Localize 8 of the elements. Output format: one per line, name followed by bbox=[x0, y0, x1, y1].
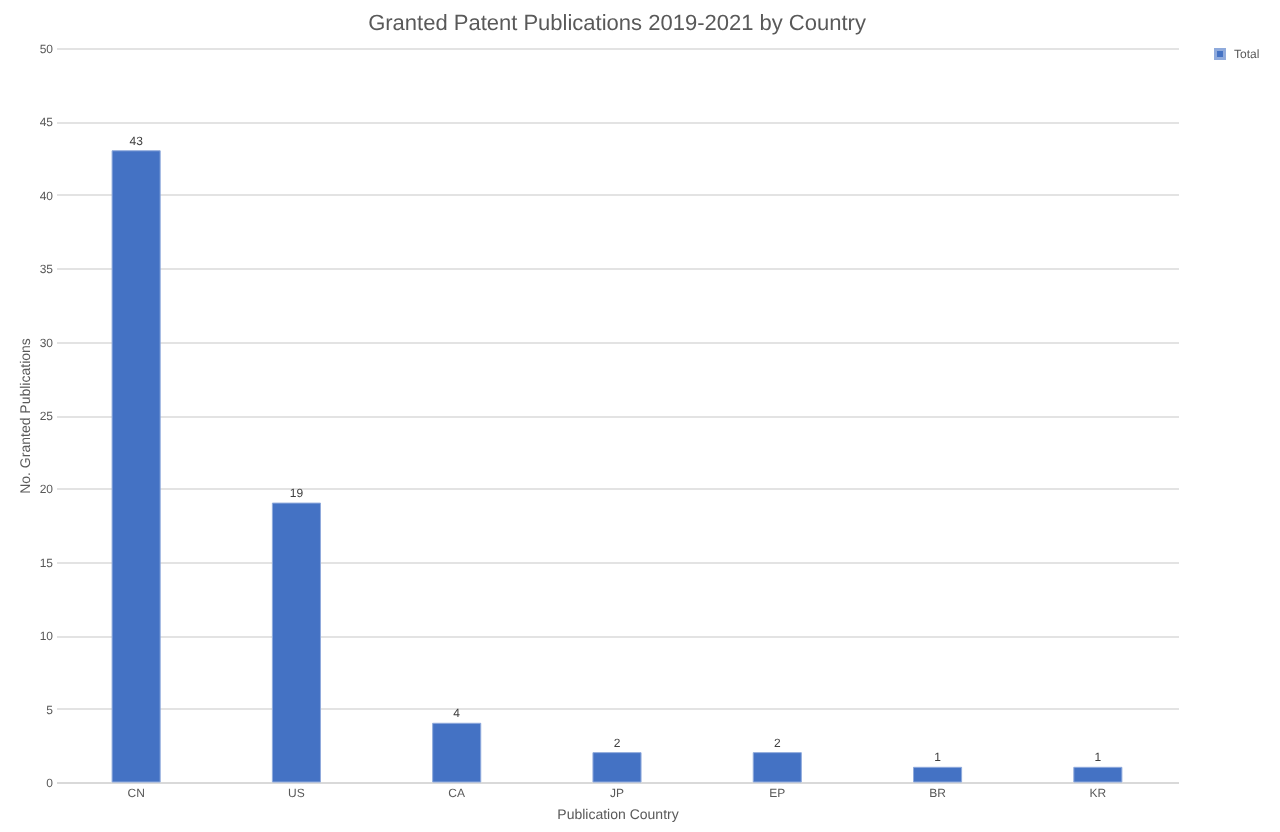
chart-title: Granted Patent Publications 2019-2021 by Country bbox=[368, 12, 867, 36]
bar bbox=[111, 150, 161, 783]
bar bbox=[752, 752, 802, 783]
bar bbox=[592, 752, 642, 783]
bar bbox=[432, 722, 482, 783]
bar bbox=[1073, 766, 1123, 783]
bar bbox=[913, 766, 963, 783]
bar bbox=[271, 502, 321, 783]
